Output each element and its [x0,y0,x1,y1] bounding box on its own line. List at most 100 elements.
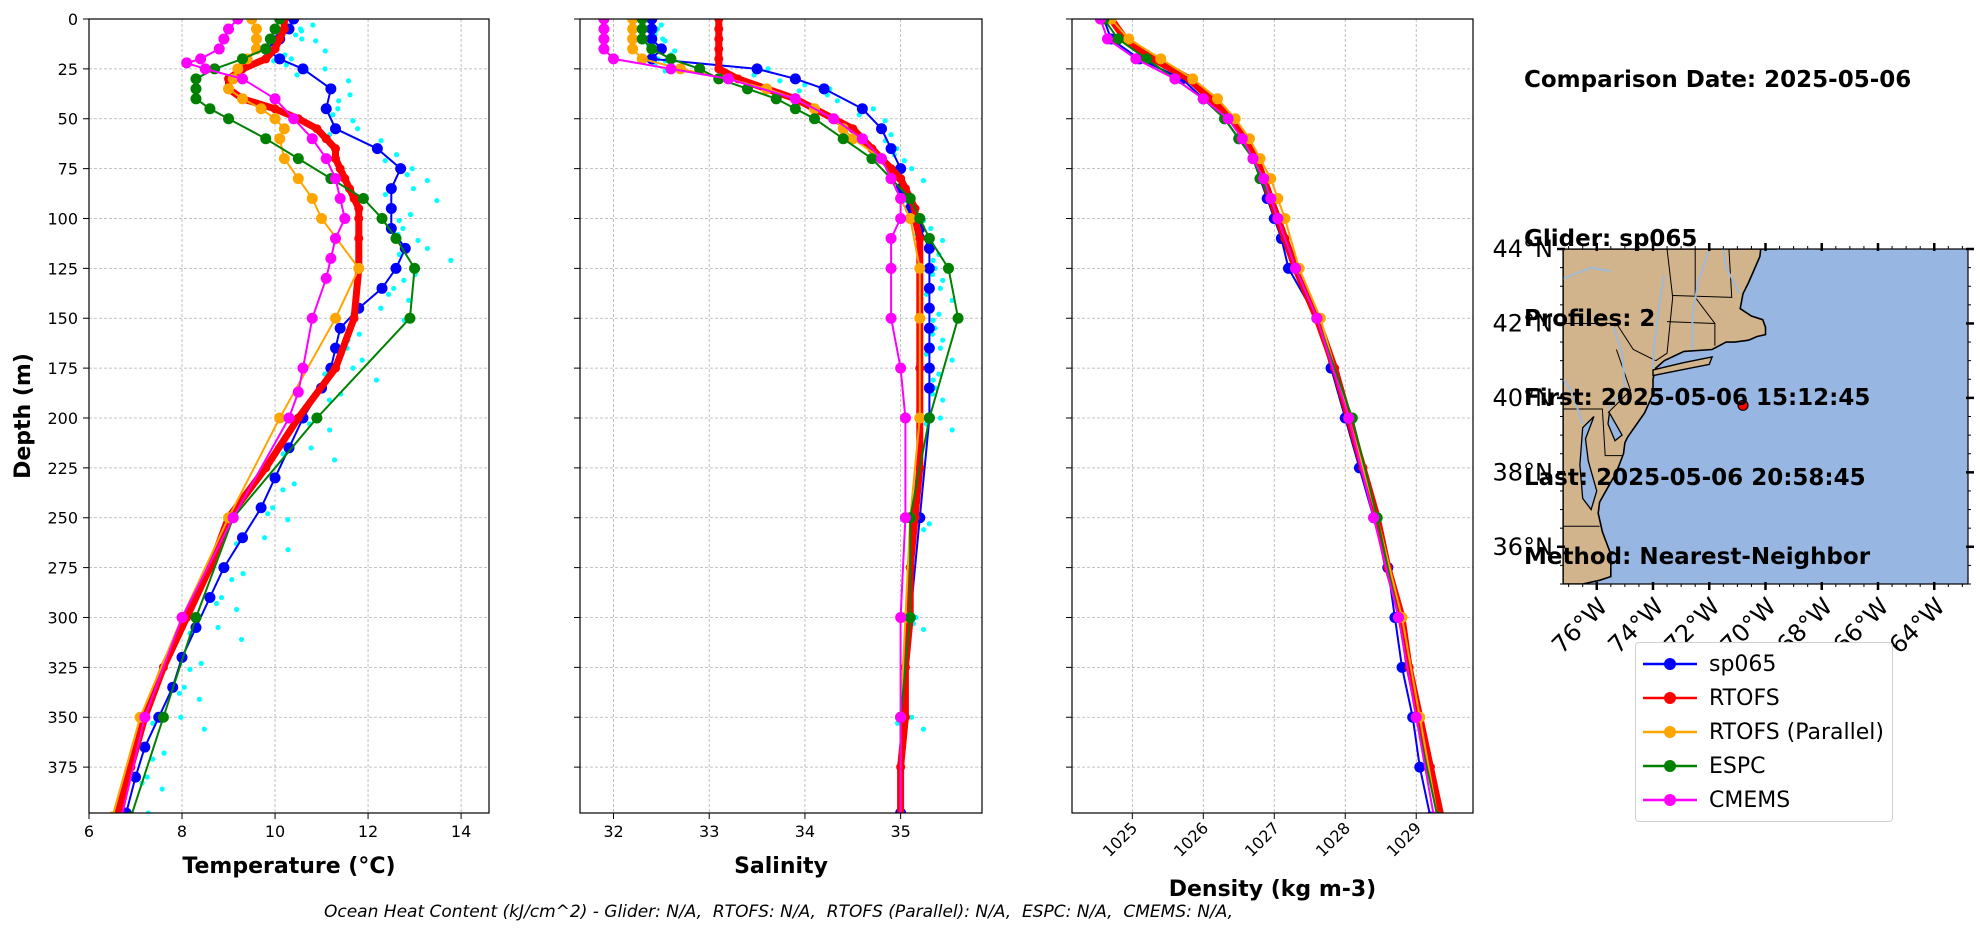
series-line-cmems [1099,19,1435,813]
y-tick-label: 200 [47,409,78,428]
raw-glider-point [928,225,934,232]
profile-count: Profiles: 2 [1524,305,1656,332]
data-point [409,262,421,274]
data-point [714,24,724,34]
data-point [1258,173,1270,185]
y-tick-label: 175 [47,359,78,378]
raw-glider-point [406,297,412,303]
data-point [923,282,935,294]
raw-glider-point [926,521,932,527]
data-point [204,103,216,115]
raw-glider-point [936,371,942,377]
data-point [223,113,235,125]
river [1652,274,1666,369]
raw-glider-point [930,257,936,263]
raw-glider-point [908,816,913,821]
data-point [199,63,211,75]
data-point [923,362,935,374]
raw-glider-point [150,720,156,726]
raw-glider-point [378,138,384,144]
legend-label: RTOFS [1709,685,1780,711]
river [1607,326,1626,410]
data-point [255,502,267,514]
data-point [914,412,926,424]
x-tick-label: 1025 [1099,818,1141,860]
raw-glider-point [322,66,328,72]
data-point [404,312,416,324]
plot-frame [1071,18,1474,814]
state-border [1563,408,1623,457]
y-tick-label: 125 [47,259,78,278]
series-line-sp065 [125,19,407,813]
data-point [213,43,225,55]
data-point [320,272,332,284]
data-point [915,233,925,243]
data-point [895,611,907,623]
data-point [665,63,677,75]
y-tick-label: 75 [58,160,78,179]
raw-glider-point [921,527,927,533]
raw-glider-point [336,98,342,104]
raw-glider-point [270,505,276,511]
data-point [331,154,341,164]
data-point [1343,412,1355,424]
legend-entry: CMEMS [1636,783,1892,817]
data-point [899,512,911,524]
data-point [914,312,926,324]
y-tick-label: 100 [47,209,78,228]
raw-glider-point [181,684,187,690]
data-point [274,133,286,145]
data-point [714,44,724,54]
data-point [1438,812,1444,813]
data-point [876,153,887,165]
data-point [236,73,248,85]
data-point [330,232,342,244]
data-point [809,113,820,125]
glider-name: Glider: sp065 [1524,226,1698,252]
spacer [1524,147,1911,174]
data-point [923,302,935,314]
raw-glider-point [335,106,341,112]
data-point [895,212,907,224]
raw-glider-point [382,191,388,198]
data-point [176,611,188,623]
raw-glider-point [939,237,946,244]
temperature-panel: 6 8 10 12 14 0 25 50 75 100 125 150 175 200 225 250 275 3… [11,10,490,879]
raw-glider-point [288,56,294,62]
y-tick-label: 275 [47,559,78,578]
legend-label: CMEMS [1709,787,1791,813]
y-tick-label: 25 [58,60,78,79]
data-point [195,53,207,65]
data-point [1112,33,1124,45]
raw-glider-point [322,48,328,54]
data-point [390,262,402,274]
data-point [157,711,169,723]
data-point [399,242,411,254]
data-point [278,153,290,165]
data-point [274,53,286,65]
raw-glider-point [298,26,304,32]
y-tick-label: 325 [47,658,78,677]
raw-glider-point [150,756,156,762]
raw-glider-point [161,750,167,756]
data-point [269,472,281,484]
legend-swatch [1643,794,1697,806]
long-island [1652,356,1714,377]
data-point [190,611,202,623]
raw-glider-point [949,357,955,363]
raw-glider-point [356,331,362,337]
raw-glider-point [834,98,840,104]
data-point [876,123,887,135]
data-point [952,312,964,324]
raw-glider-point [920,177,927,184]
raw-glider-point [937,345,943,351]
lat-tick-label: 44°N [1493,235,1554,263]
data-point [923,382,935,394]
data-point [1368,512,1380,524]
data-point [646,33,658,45]
data-point [923,242,935,254]
river [1563,266,1611,280]
data-point [923,322,935,334]
x-axis-label: Temperature (°C) [182,854,395,879]
